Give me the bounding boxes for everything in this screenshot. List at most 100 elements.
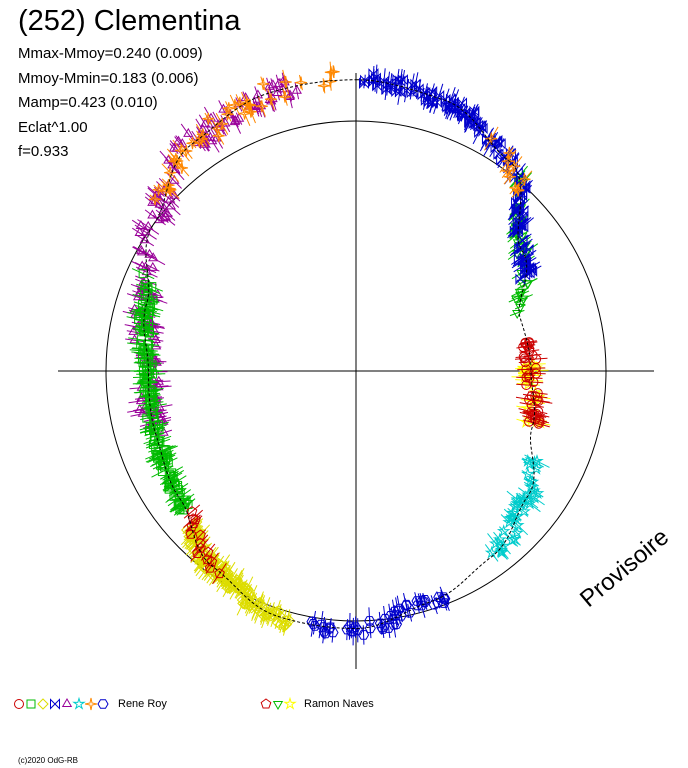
error-bar bbox=[194, 542, 212, 564]
error-bar bbox=[256, 94, 266, 118]
data-point bbox=[521, 466, 535, 480]
data-point bbox=[152, 288, 163, 298]
error-bar bbox=[132, 327, 148, 332]
error-bar bbox=[152, 461, 169, 470]
data-point bbox=[230, 114, 241, 124]
error-bar bbox=[158, 457, 178, 468]
data-point bbox=[520, 357, 531, 368]
error-bar bbox=[151, 454, 176, 467]
error-bar bbox=[131, 261, 153, 272]
data-point bbox=[142, 377, 152, 387]
data-point bbox=[492, 136, 503, 148]
error-bar bbox=[275, 74, 282, 94]
error-bar bbox=[135, 234, 155, 247]
legend-marker bbox=[61, 697, 73, 707]
data-point bbox=[138, 366, 148, 376]
stat-f: f=0.933 bbox=[18, 143, 69, 160]
data-point bbox=[324, 75, 337, 88]
data-point bbox=[513, 497, 528, 511]
data-point bbox=[512, 167, 523, 179]
data-point bbox=[518, 220, 529, 233]
error-bar bbox=[521, 470, 535, 479]
data-point bbox=[165, 200, 176, 210]
error-bar bbox=[494, 541, 509, 560]
error-bar bbox=[274, 85, 280, 101]
data-point bbox=[485, 132, 498, 145]
data-point bbox=[503, 511, 518, 525]
data-point bbox=[493, 148, 504, 160]
error-bar bbox=[346, 619, 349, 641]
error-bar bbox=[132, 382, 158, 385]
data-point bbox=[233, 112, 245, 122]
error-bar bbox=[160, 468, 179, 480]
data-point bbox=[474, 126, 485, 138]
data-point bbox=[158, 455, 168, 465]
data-point bbox=[469, 105, 480, 118]
data-point bbox=[510, 525, 524, 539]
data-point bbox=[411, 600, 423, 611]
stat-eclat: Eclat^1.00 bbox=[18, 118, 88, 136]
data-point bbox=[496, 524, 511, 538]
error-bar bbox=[183, 509, 204, 528]
error-bar bbox=[173, 489, 183, 497]
data-point bbox=[199, 118, 211, 128]
data-point bbox=[440, 93, 451, 106]
error-bar bbox=[483, 126, 499, 151]
stat-mmoy-mmin: Mmoy-Mmin=0.183 (0.006) bbox=[18, 69, 199, 87]
error-bar bbox=[229, 574, 244, 600]
error-bar bbox=[260, 76, 267, 92]
error-bar bbox=[257, 596, 265, 613]
error-bar bbox=[212, 111, 227, 137]
error-bar bbox=[516, 383, 537, 387]
error-bar bbox=[170, 498, 188, 513]
data-point bbox=[140, 226, 151, 236]
error-bar bbox=[127, 342, 155, 347]
error-bar bbox=[152, 198, 167, 211]
copyright-credit: (c)2020 OdG-RB bbox=[18, 756, 79, 765]
data-point bbox=[167, 478, 177, 488]
error-bar bbox=[518, 492, 539, 509]
data-point bbox=[374, 618, 386, 629]
error-bar bbox=[136, 381, 158, 384]
data-point bbox=[427, 86, 438, 98]
error-bar bbox=[155, 419, 172, 425]
data-point bbox=[372, 80, 383, 92]
error-bar bbox=[252, 98, 260, 115]
data-point bbox=[522, 340, 533, 351]
data-point bbox=[522, 280, 534, 290]
data-point bbox=[136, 246, 148, 256]
data-point bbox=[135, 395, 147, 405]
data-point bbox=[416, 595, 428, 606]
error-bar bbox=[139, 320, 158, 326]
data-point bbox=[260, 609, 272, 622]
error-bar bbox=[321, 616, 326, 638]
error-bar bbox=[162, 182, 177, 196]
error-bar bbox=[129, 349, 156, 353]
error-bar bbox=[267, 88, 275, 111]
error-bar bbox=[348, 612, 351, 640]
data-point bbox=[135, 309, 145, 319]
error-bar bbox=[215, 112, 229, 135]
error-bar bbox=[519, 344, 536, 348]
legend-marker bbox=[14, 699, 24, 709]
error-bar bbox=[524, 454, 550, 468]
error-bar bbox=[212, 563, 227, 585]
data-point bbox=[160, 211, 171, 221]
error-bar bbox=[192, 538, 209, 558]
error-bar bbox=[161, 191, 180, 208]
error-bar bbox=[147, 186, 167, 203]
data-point bbox=[438, 598, 450, 608]
error-bar bbox=[414, 597, 420, 614]
data-point bbox=[531, 354, 542, 365]
data-point bbox=[137, 354, 147, 364]
data-point bbox=[518, 351, 529, 362]
data-point bbox=[508, 160, 521, 173]
data-point bbox=[470, 116, 481, 128]
error-bar bbox=[190, 545, 205, 562]
data-point bbox=[488, 536, 503, 550]
data-point bbox=[214, 567, 225, 579]
error-bar bbox=[257, 95, 266, 117]
error-bar bbox=[496, 537, 511, 555]
data-point bbox=[230, 581, 243, 593]
legend-marker bbox=[84, 697, 98, 711]
